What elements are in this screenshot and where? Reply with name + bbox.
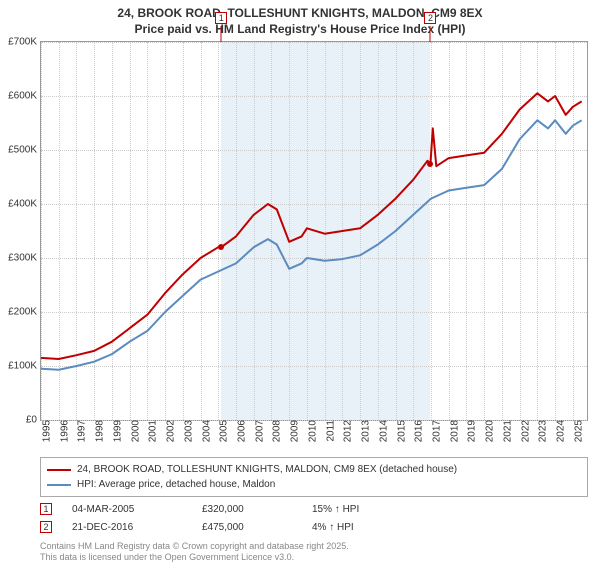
- attribution-line-2: This data is licensed under the Open Gov…: [40, 552, 588, 563]
- line-series-svg: [41, 42, 587, 420]
- title-block: 24, BROOK ROAD, TOLLESHUNT KNIGHTS, MALD…: [0, 0, 600, 41]
- y-tick-label: £700K: [8, 37, 41, 48]
- y-tick-label: £400K: [8, 199, 41, 210]
- legend-row: 24, BROOK ROAD, TOLLESHUNT KNIGHTS, MALD…: [47, 462, 581, 477]
- sale-marker-box: 2: [424, 12, 436, 24]
- y-tick-label: £200K: [8, 307, 41, 318]
- legend-label: 24, BROOK ROAD, TOLLESHUNT KNIGHTS, MALD…: [77, 462, 457, 477]
- title-line-2: Price paid vs. HM Land Registry's House …: [10, 22, 590, 38]
- title-line-1: 24, BROOK ROAD, TOLLESHUNT KNIGHTS, MALD…: [10, 6, 590, 22]
- chart-container: 24, BROOK ROAD, TOLLESHUNT KNIGHTS, MALD…: [0, 0, 600, 560]
- x-tick-label: 2025: [561, 420, 584, 442]
- sale-marker-tick: [430, 26, 431, 42]
- legend-swatch: [47, 469, 71, 471]
- sale-row-price: £320,000: [202, 504, 292, 515]
- sale-row-price: £475,000: [202, 522, 292, 533]
- legend-swatch: [47, 484, 71, 486]
- sale-marker-tick: [221, 26, 222, 42]
- series-hpi: [41, 120, 582, 369]
- sale-row-delta: 15% ↑ HPI: [312, 504, 359, 515]
- series-price_paid: [41, 93, 582, 359]
- sales-table: 1 04-MAR-2005 £320,000 15% ↑ HPI 2 21-DEC-201…: [0, 503, 600, 533]
- sale-row: 1 04-MAR-2005 £320,000 15% ↑ HPI: [40, 503, 588, 515]
- y-tick-label: £600K: [8, 91, 41, 102]
- sale-point-dot: [427, 161, 433, 167]
- sale-row-marker: 1: [40, 503, 52, 515]
- chart-plot-area: £0£100K£200K£300K£400K£500K£600K£700K199…: [40, 41, 588, 421]
- y-tick-label: £500K: [8, 145, 41, 156]
- y-tick-label: £100K: [8, 361, 41, 372]
- sale-row-delta: 4% ↑ HPI: [312, 522, 354, 533]
- legend-row: HPI: Average price, detached house, Mald…: [47, 477, 581, 492]
- legend-box: 24, BROOK ROAD, TOLLESHUNT KNIGHTS, MALD…: [40, 457, 588, 497]
- sale-row-date: 21-DEC-2016: [72, 522, 182, 533]
- sale-row-marker: 2: [40, 521, 52, 533]
- sale-row-date: 04-MAR-2005: [72, 504, 182, 515]
- attribution: Contains HM Land Registry data © Crown c…: [40, 541, 588, 564]
- attribution-line-1: Contains HM Land Registry data © Crown c…: [40, 541, 588, 552]
- legend-label: HPI: Average price, detached house, Mald…: [77, 477, 275, 492]
- y-tick-label: £300K: [8, 253, 41, 264]
- sale-row: 2 21-DEC-2016 £475,000 4% ↑ HPI: [40, 521, 588, 533]
- sale-marker-box: 1: [215, 12, 227, 24]
- sale-point-dot: [218, 244, 224, 250]
